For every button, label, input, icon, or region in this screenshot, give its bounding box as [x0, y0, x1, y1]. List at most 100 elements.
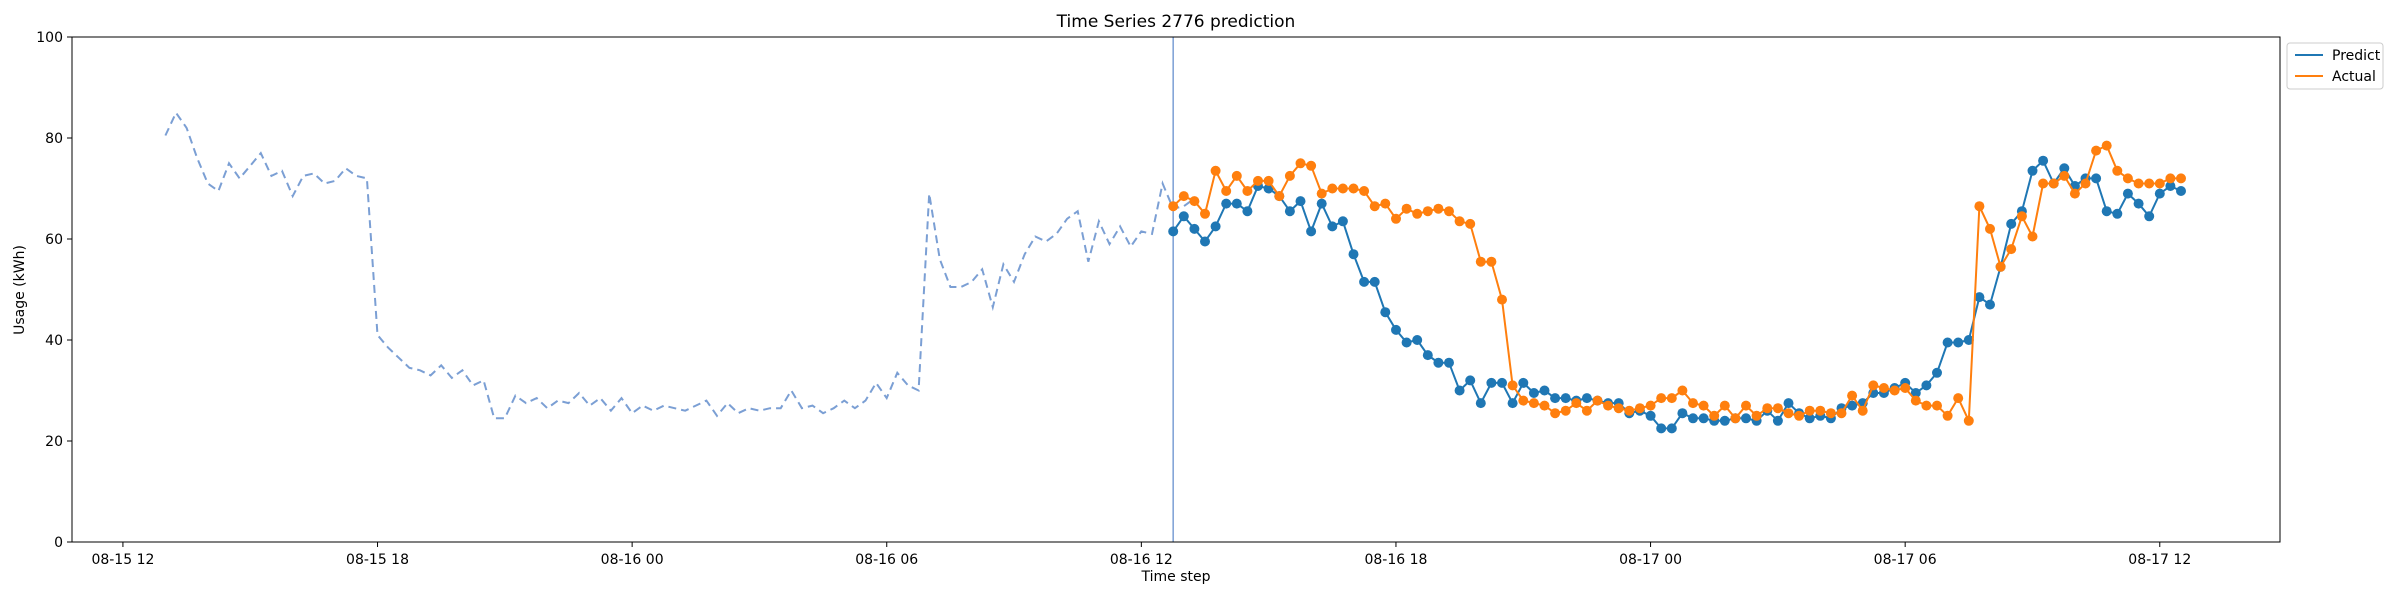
series-point-actual — [1603, 400, 1614, 411]
series-point-actual — [1698, 400, 1709, 411]
series-point-actual — [1985, 223, 1995, 234]
x-tick-label: 08-16 00 — [601, 552, 664, 568]
series-point-actual — [1337, 183, 1348, 194]
series-point-predict — [1688, 413, 1698, 424]
series-point-actual — [1454, 216, 1465, 227]
series-point-actual — [1719, 400, 1730, 411]
series-point-predict — [1985, 299, 1995, 310]
series-point-actual — [2165, 173, 2176, 184]
y-tick-label: 0 — [54, 535, 63, 551]
series-point-actual — [1815, 405, 1826, 416]
series-point-actual — [1200, 208, 1210, 219]
series-point-predict — [1454, 385, 1465, 396]
series-point-predict — [2059, 163, 2070, 174]
x-axis: 08-15 12 08-15 18 08-16 00 08-16 06 08-16 12… — [91, 542, 2191, 568]
series-point-actual — [1507, 380, 1518, 391]
series-point-actual — [1995, 261, 2006, 272]
series-point-actual — [2038, 178, 2049, 189]
series-point-predict — [1189, 223, 1200, 234]
series-point-predict — [1231, 198, 1242, 209]
series-point-predict — [1486, 377, 1497, 388]
series-point-predict — [2112, 208, 2123, 219]
series-point-actual — [1656, 393, 1667, 404]
series-point-predict — [1178, 211, 1189, 222]
legend-label-predict: Predict — [2332, 48, 2381, 64]
series-point-predict — [1656, 423, 1667, 434]
series-point-actual — [2154, 178, 2165, 189]
series-point-predict — [1380, 307, 1391, 318]
series-point-actual — [1613, 403, 1624, 414]
series-point-predict — [1369, 276, 1380, 287]
series-point-actual — [1932, 400, 1942, 411]
series-point-predict — [1666, 423, 1677, 434]
series-point-actual — [2122, 173, 2133, 184]
x-tick-label: 08-15 12 — [91, 552, 154, 568]
y-tick-label: 20 — [45, 434, 63, 450]
legend: Predict Actual — [2286, 42, 2384, 90]
series-point-actual — [1581, 405, 1592, 416]
series-point-predict — [1316, 198, 1327, 209]
x-tick-label: 08-15 18 — [346, 552, 409, 568]
series-point-actual — [1953, 393, 1964, 404]
series-point-predict — [2154, 188, 2165, 199]
series-point-predict — [1783, 398, 1794, 409]
series-point-actual — [2091, 145, 2102, 156]
x-tick-label: 08-16 18 — [1364, 552, 1427, 568]
x-tick-label: 08-16 12 — [1110, 552, 1173, 568]
series-point-predict — [1741, 413, 1751, 424]
series-point-actual — [1560, 405, 1571, 416]
series-point-actual — [2006, 244, 2017, 255]
series-point-predict — [1507, 398, 1518, 409]
series-point-predict — [2176, 186, 2186, 196]
series-point-predict — [2027, 165, 2038, 176]
series-point-predict — [1921, 380, 1932, 391]
series-point-predict — [1475, 398, 1486, 409]
x-tick-label: 08-17 12 — [2128, 552, 2191, 568]
series-point-actual — [1900, 383, 1911, 393]
plot-frame — [71, 36, 2281, 543]
series-point-actual — [1518, 395, 1529, 406]
series-point-actual — [1836, 408, 1847, 419]
series-point-predict — [1910, 388, 1921, 398]
series-point-predict — [1942, 337, 1953, 348]
series-point-actual — [1253, 175, 1263, 186]
series-point-predict — [1974, 292, 1985, 303]
series-point-actual — [1284, 170, 1295, 181]
x-tick-label: 08-17 00 — [1619, 552, 1682, 568]
series-point-predict — [1645, 410, 1656, 421]
series-point-actual — [1794, 410, 1805, 421]
series-point-actual — [1804, 405, 1815, 416]
series-point-predict — [1847, 400, 1858, 411]
series-point-actual — [1634, 403, 1645, 414]
series-point-actual — [1316, 188, 1327, 199]
series-point-predict — [1539, 385, 1550, 396]
series-point-actual — [1751, 410, 1762, 421]
series-point-predict — [1518, 377, 1529, 388]
series-point-actual — [1847, 390, 1858, 401]
series-point-predict — [1337, 216, 1348, 227]
series-point-predict — [1581, 393, 1592, 404]
series-point-predict — [1168, 226, 1179, 237]
series-point-actual — [1910, 395, 1921, 406]
series-point-actual — [1741, 400, 1751, 411]
series-point-actual — [1868, 380, 1879, 391]
series-point-actual — [1762, 403, 1773, 414]
series-point-predict — [2091, 173, 2102, 184]
series-point-actual — [1327, 183, 1338, 194]
series-point-actual — [2027, 231, 2038, 242]
series-point-predict — [1528, 388, 1539, 398]
series-point-actual — [1348, 183, 1359, 194]
series-point-predict — [1560, 393, 1571, 404]
series-point-actual — [2080, 178, 2091, 189]
series-point-actual — [1857, 405, 1868, 416]
series-point-actual — [1592, 395, 1603, 406]
series-point-predict — [1719, 415, 1730, 426]
x-tick-label: 08-17 06 — [1874, 552, 1937, 568]
series-point-predict — [2133, 198, 2144, 209]
series-point-predict — [1444, 357, 1454, 368]
series-point-actual — [1624, 405, 1635, 416]
series-point-predict — [1210, 221, 1221, 232]
series-point-actual — [1688, 398, 1698, 409]
series-point-actual — [2144, 178, 2155, 189]
